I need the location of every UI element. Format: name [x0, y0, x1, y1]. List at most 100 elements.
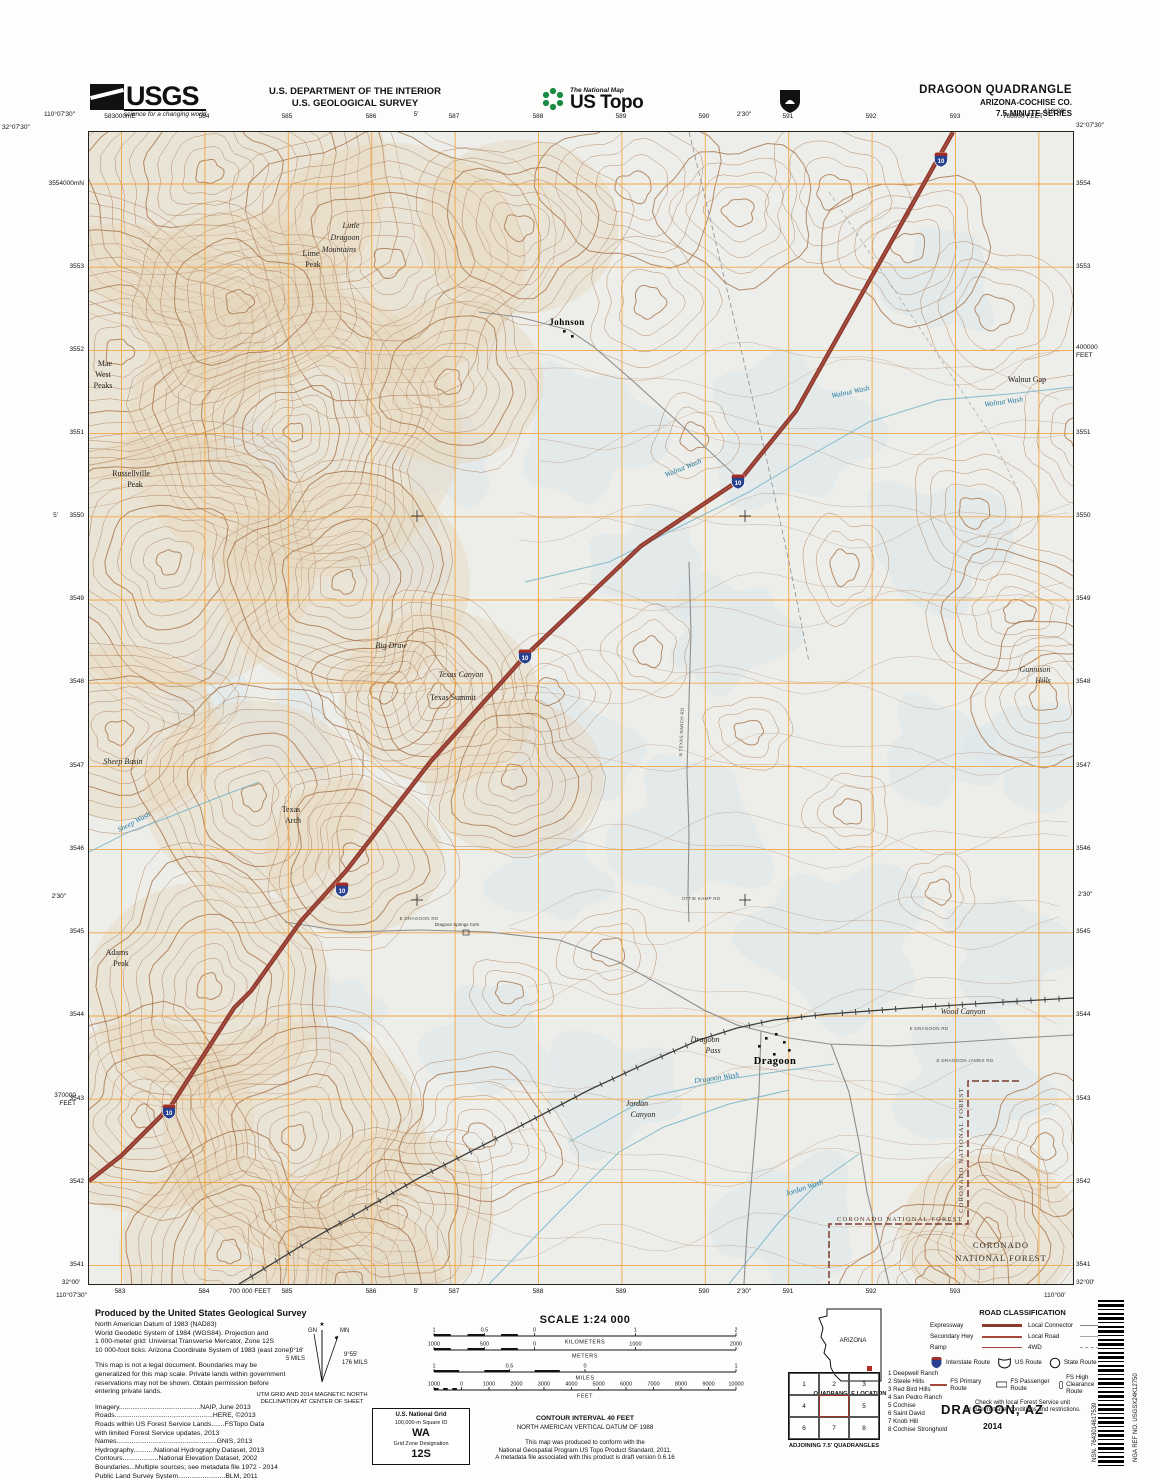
- contour-line: [269, 1111, 318, 1165]
- text-line: This map is not a legal document. Bounda…: [95, 1362, 258, 1370]
- contour-line: [358, 234, 423, 296]
- railroad: [238, 997, 1074, 1285]
- contour-line: [940, 547, 1102, 672]
- collar-label: 586: [365, 113, 377, 120]
- contour-line: [518, 493, 1070, 536]
- contour-line: [190, 1037, 390, 1239]
- collar-label: 593: [949, 113, 961, 120]
- contour-line: [427, 682, 452, 710]
- valley-shade: [208, 408, 295, 489]
- collar-label: 370000: [54, 1092, 76, 1099]
- scale-number: 2000: [510, 1382, 522, 1388]
- fs-route-item: FS Passenger Route: [996, 1378, 1052, 1392]
- contour-line: [95, 855, 318, 1096]
- railroad-tick: [599, 1081, 603, 1088]
- contour-line: [975, 1216, 1002, 1246]
- map-label: Dragoon: [330, 233, 360, 242]
- scale-unit: FEET: [577, 1394, 593, 1400]
- collar-label: 32°07′30″: [2, 124, 30, 131]
- scale-number: 0: [533, 1328, 536, 1334]
- legal-note-lines: This map is not a legal document. Bounda…: [95, 1362, 360, 1396]
- contour-line: [518, 649, 982, 695]
- contour-line: [212, 355, 371, 512]
- contour-line: [157, 120, 269, 217]
- collar-label: 3549: [69, 595, 84, 602]
- contour-line: [267, 758, 461, 951]
- map-frame: 10 10 10 10 10 Little Dragoon Mountains Lime Peak…: [0, 0, 1135, 1392]
- contour-line: [429, 1095, 530, 1176]
- contour-line: [958, 497, 991, 530]
- contour-line: [495, 633, 612, 745]
- cemetery-symbol: [462, 929, 470, 936]
- contour-line: [914, 453, 1040, 581]
- railroad-tick: [494, 1135, 498, 1142]
- contour-line: [222, 365, 361, 503]
- contour-line: [733, 719, 765, 746]
- collar-label: 590: [698, 1288, 710, 1295]
- valley-shade: [544, 1030, 683, 1163]
- collar-label: 3551: [1076, 429, 1091, 436]
- contour-line: [341, 661, 427, 729]
- contour-line: [963, 1202, 1013, 1258]
- contour-line: [155, 549, 182, 576]
- text-line: 10 000-foot ticks: Arizona Coordinate Sy…: [95, 1346, 292, 1354]
- railroad-tick: [520, 1122, 525, 1128]
- terrain-shade: [419, 139, 619, 315]
- map-label: Gunnison: [1019, 665, 1050, 674]
- contour-line: [93, 325, 151, 378]
- road-line-sample: [1080, 1325, 1115, 1326]
- contour-line: [282, 422, 304, 443]
- contour-line: [125, 295, 441, 569]
- contour-line: [937, 1175, 1039, 1283]
- credits-datum-lines: North American Datum of 1983 (NAD83) Worl…: [95, 1321, 360, 1355]
- contour-line: [392, 329, 501, 433]
- scale-number: 1000: [428, 1342, 440, 1348]
- map-label: Texas Summit: [430, 693, 477, 702]
- contour-line: [278, 773, 446, 938]
- contour-line: [633, 284, 668, 320]
- collar-label: 583: [114, 1288, 126, 1295]
- quad-subtitle-county: ARIZONA-COCHISE CO.: [980, 98, 1072, 107]
- text-line: 1 Deepwell Ranch: [888, 1370, 939, 1377]
- contour-line: [832, 798, 863, 825]
- collar-label: 3545: [69, 928, 84, 935]
- contour-line: [599, 603, 691, 699]
- text-line: 6 Saint David: [888, 1410, 925, 1417]
- road-line-sample: [982, 1347, 1022, 1348]
- contour-line: [142, 537, 194, 589]
- contour-line: [327, 206, 458, 327]
- text-line: Roads within US Forest Service Lands....…: [95, 1420, 265, 1428]
- contour-line: [420, 356, 475, 408]
- map-label: Dragoon Springs Cem: [435, 922, 480, 927]
- shield-number: 10: [522, 656, 529, 662]
- valley-shade: [588, 504, 703, 619]
- railroad-tick: [623, 1070, 627, 1077]
- contour-line: [135, 899, 284, 1058]
- railroad-tick: [338, 1220, 343, 1226]
- contour-line: [508, 352, 1060, 400]
- text-line: Public Land Survey System...............…: [95, 1472, 258, 1479]
- map-label: Lime: [303, 249, 320, 258]
- valley-shade: [712, 347, 890, 512]
- contour-line: [105, 1078, 181, 1150]
- wash-stream: [488, 1089, 790, 1285]
- interstate-shield-icon: 10: [162, 1104, 176, 1120]
- contour-line: [518, 665, 982, 710]
- collar-label: 3549: [1076, 595, 1091, 602]
- shield-number: 10: [938, 159, 945, 165]
- contour-line: [475, 739, 553, 814]
- text-line: generalized for this map scale. Private …: [95, 1370, 286, 1378]
- contour-line: [205, 1226, 253, 1277]
- contour-line: [268, 506, 413, 653]
- ustopo-logo: The National Map US Topo: [540, 86, 644, 112]
- contour-line: [558, 583, 1066, 629]
- local-road: [743, 1030, 762, 1285]
- scale-number: 8000: [675, 1382, 687, 1388]
- contour-line: [956, 561, 1086, 660]
- contour-line: [244, 1085, 342, 1191]
- scale-number: 2000: [730, 1342, 742, 1348]
- valley-shade: [891, 1009, 1060, 1141]
- contour-line: [555, 121, 704, 254]
- terrain-shade: [424, 698, 604, 856]
- map-label: Pass: [704, 1046, 720, 1055]
